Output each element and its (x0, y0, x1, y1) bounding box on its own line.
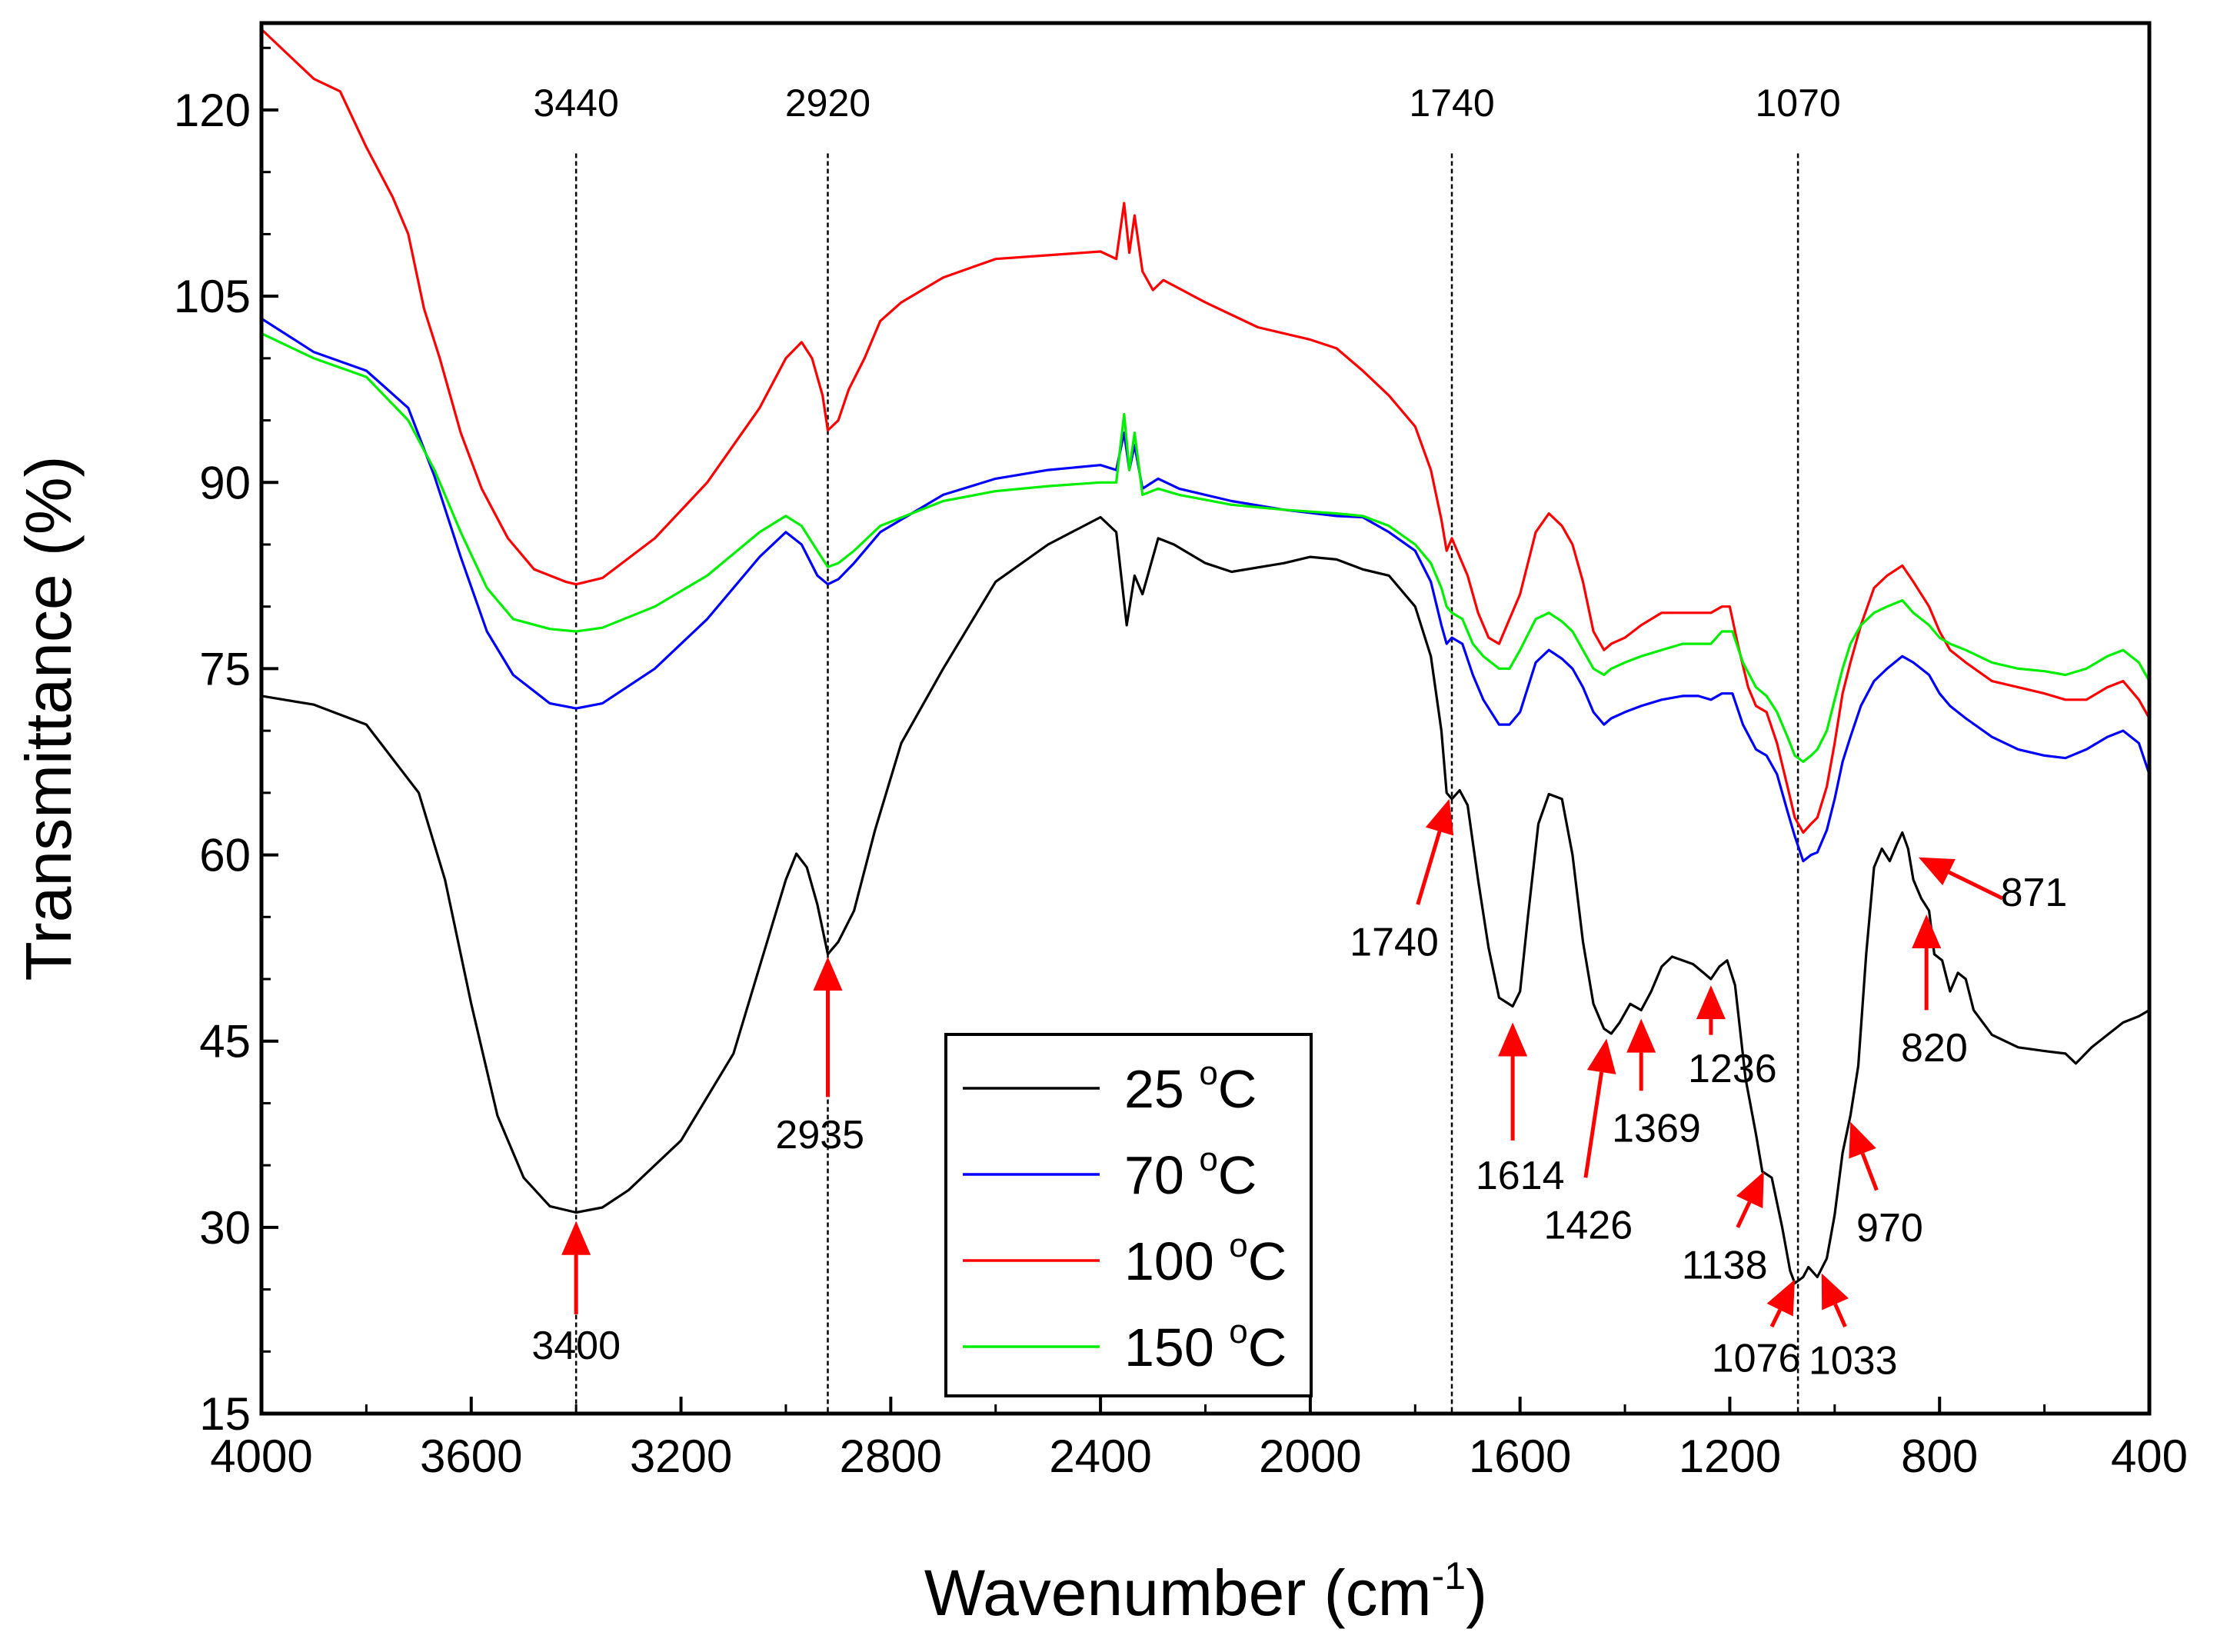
x-axis-title: Wavenumber (cm-1) (924, 1554, 1487, 1629)
legend-label-100: 100 oC (1124, 1227, 1287, 1291)
y-axis: 15 30 45 60 75 90 105 120 (174, 46, 278, 1440)
legend-degree-mark: o (1199, 1141, 1217, 1178)
reference-line-label: 3440 (534, 82, 619, 125)
series-line-150 (261, 332, 2149, 764)
reference-lines: 3440 2920 1740 1070 (534, 82, 1841, 1414)
annotation-label: 1740 (1350, 921, 1439, 965)
legend-label-25: 25 oC (1124, 1054, 1257, 1119)
y-axis-title: Transmittance (%) (12, 455, 85, 981)
x-axis: 4000 3600 3200 2800 2400 2000 1600 1200 800 400 (210, 1397, 2188, 1482)
x-tick-label: 2000 (1259, 1431, 1361, 1482)
annotation-arrow-head (1498, 1022, 1528, 1057)
annotation-arrow-shaft (1860, 1152, 1879, 1191)
legend-label-70: 70 oC (1124, 1141, 1257, 1205)
legend-temperature: 25 (1124, 1059, 1199, 1119)
annotation-label: 871 (2001, 871, 2068, 915)
annotation-label: 1369 (1612, 1107, 1701, 1151)
reference-line-label: 1740 (1409, 82, 1494, 125)
legend-box (944, 1033, 1313, 1397)
annotation-label: 1236 (1688, 1047, 1777, 1091)
annotation-label: 3400 (531, 1324, 621, 1368)
annotation-label: 1426 (1543, 1204, 1633, 1248)
annotation-arrow-shaft (1416, 831, 1442, 905)
x-axis-title-superscript: -1 (1432, 1554, 1466, 1597)
y-tick-label: 105 (174, 271, 251, 322)
annotation-arrow-shaft (1769, 1309, 1782, 1328)
annotation-label: 1033 (1809, 1339, 1898, 1384)
reference-line-label: 2920 (785, 82, 870, 125)
x-tick-label: 4000 (210, 1431, 312, 1482)
peak-annotations: 3400 2935 1740 1614 1426 1369 1236 1138 1076 1033… (531, 798, 2068, 1384)
annotation-arrow-head (1912, 914, 1942, 949)
y-tick-label: 120 (174, 85, 251, 136)
y-tick-label: 15 (199, 1388, 251, 1440)
annotation-label: 970 (1856, 1206, 1923, 1251)
legend-unit: C (1218, 1059, 1257, 1119)
annotation-arrow-head (1626, 1018, 1656, 1053)
x-tick-label: 1600 (1469, 1431, 1571, 1482)
annotation-arrow-head (561, 1221, 591, 1255)
y-tick-label: 90 (199, 457, 251, 508)
annotation-arrow-head (1696, 985, 1726, 1020)
annotation-arrow-shaft (1583, 1071, 1604, 1178)
annotation-label: 1138 (1682, 1243, 1768, 1287)
series-line-70 (261, 317, 2149, 863)
annotation-label: 820 (1901, 1026, 1968, 1071)
legend-unit: C (1218, 1145, 1257, 1205)
annotation-arrow-shaft (1736, 1201, 1752, 1228)
legend-degree-mark: o (1229, 1227, 1247, 1264)
x-tick-label: 2800 (840, 1431, 942, 1482)
y-tick-label: 60 (199, 830, 251, 881)
x-axis-title-main: Wavenumber (cm (924, 1557, 1432, 1629)
annotation-arrow-head (1736, 1171, 1764, 1209)
annotation-label: 2935 (775, 1113, 864, 1157)
y-tick-label: 45 (199, 1016, 251, 1067)
legend-unit: C (1248, 1231, 1287, 1291)
series-line-25 (261, 515, 2149, 1285)
x-axis-title-tail: ) (1466, 1557, 1487, 1629)
x-tick-label: 2400 (1049, 1431, 1151, 1482)
x-tick-label: 400 (2111, 1431, 2188, 1482)
annotation-arrow-head (1586, 1038, 1616, 1074)
annotation-arrow-head (813, 956, 843, 991)
annotation-label: 1614 (1476, 1154, 1565, 1198)
legend-temperature: 100 (1124, 1231, 1229, 1291)
annotation-arrow-head (1821, 1273, 1849, 1311)
annotation-arrow-head (1425, 798, 1454, 836)
annotation-arrow-head (1766, 1279, 1796, 1317)
legend-degree-mark: o (1229, 1313, 1247, 1351)
legend-temperature: 150 (1124, 1317, 1229, 1377)
series-line-100 (261, 28, 2149, 834)
legend-temperature: 70 (1124, 1145, 1199, 1205)
x-tick-label: 800 (1901, 1431, 1978, 1482)
annotation-arrow-shaft (1833, 1303, 1847, 1328)
annotation-label: 1076 (1712, 1336, 1801, 1381)
x-tick-label: 3200 (630, 1431, 732, 1482)
annotation-arrow-head (1849, 1121, 1876, 1159)
legend-unit: C (1248, 1317, 1287, 1377)
y-tick-label: 75 (199, 643, 251, 694)
y-tick-label: 30 (199, 1202, 251, 1254)
annotation-arrow-head (1918, 857, 1956, 886)
reference-line-label: 1070 (1755, 82, 1840, 125)
x-tick-label: 1200 (1679, 1431, 1781, 1482)
legend-degree-mark: o (1199, 1054, 1217, 1092)
spectra-layer (261, 28, 2149, 1285)
legend-label-150: 150 oC (1124, 1313, 1287, 1377)
annotation-arrow-shaft (1948, 870, 2004, 901)
x-tick-label: 3600 (420, 1431, 522, 1482)
